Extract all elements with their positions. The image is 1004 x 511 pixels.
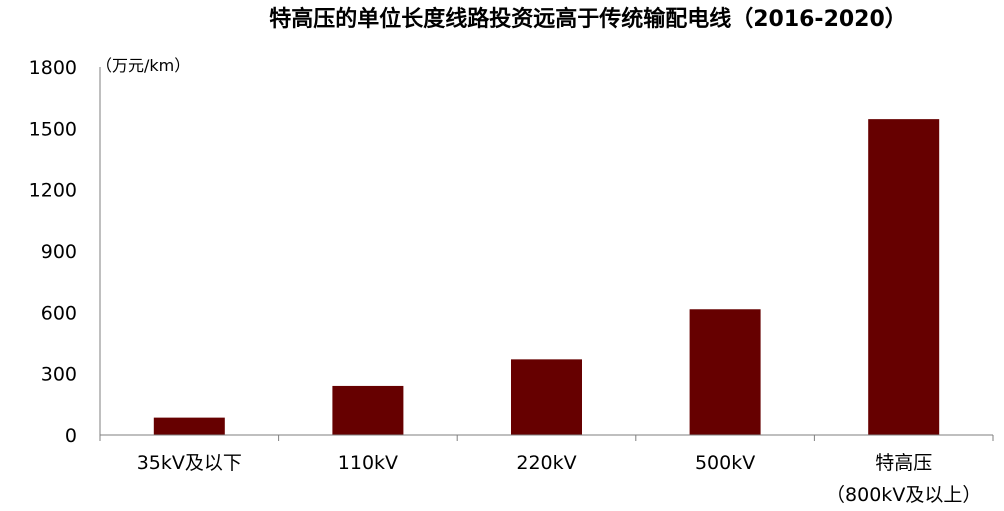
bar	[332, 385, 404, 435]
bar	[868, 119, 940, 435]
bar	[511, 359, 582, 435]
y-tick-label: 1500	[29, 118, 77, 140]
y-tick-label: 900	[41, 241, 77, 263]
x-axis-categories: 35kV及以下 110kV 220kV 500kV 特高压 （800kV及以上）	[137, 452, 982, 506]
y-axis-ticks: 0 300 600 900 1200 1500 1800	[29, 57, 77, 447]
y-tick-label: 1800	[29, 57, 77, 79]
x-category-label: 35kV及以下	[137, 452, 242, 474]
bar	[689, 309, 761, 435]
x-category-label: 500kV	[695, 452, 755, 474]
y-tick-label: 0	[65, 425, 77, 447]
x-category-label: 220kV	[516, 452, 576, 474]
bar	[153, 417, 225, 435]
y-tick-label: 300	[41, 364, 77, 386]
axes	[99, 67, 994, 441]
y-tick-label: 600	[41, 302, 77, 324]
x-category-label: 特高压	[875, 452, 932, 474]
y-tick-label: 1200	[29, 180, 77, 202]
x-category-label-line2: （800kV及以上）	[826, 484, 981, 506]
bars	[153, 119, 940, 435]
x-category-label: 110kV	[338, 452, 398, 474]
y-axis-unit-label: （万元/km）	[96, 56, 190, 75]
chart-title: 特高压的单位长度线路投资远高于传统输配电线（2016-2020）	[269, 6, 907, 32]
